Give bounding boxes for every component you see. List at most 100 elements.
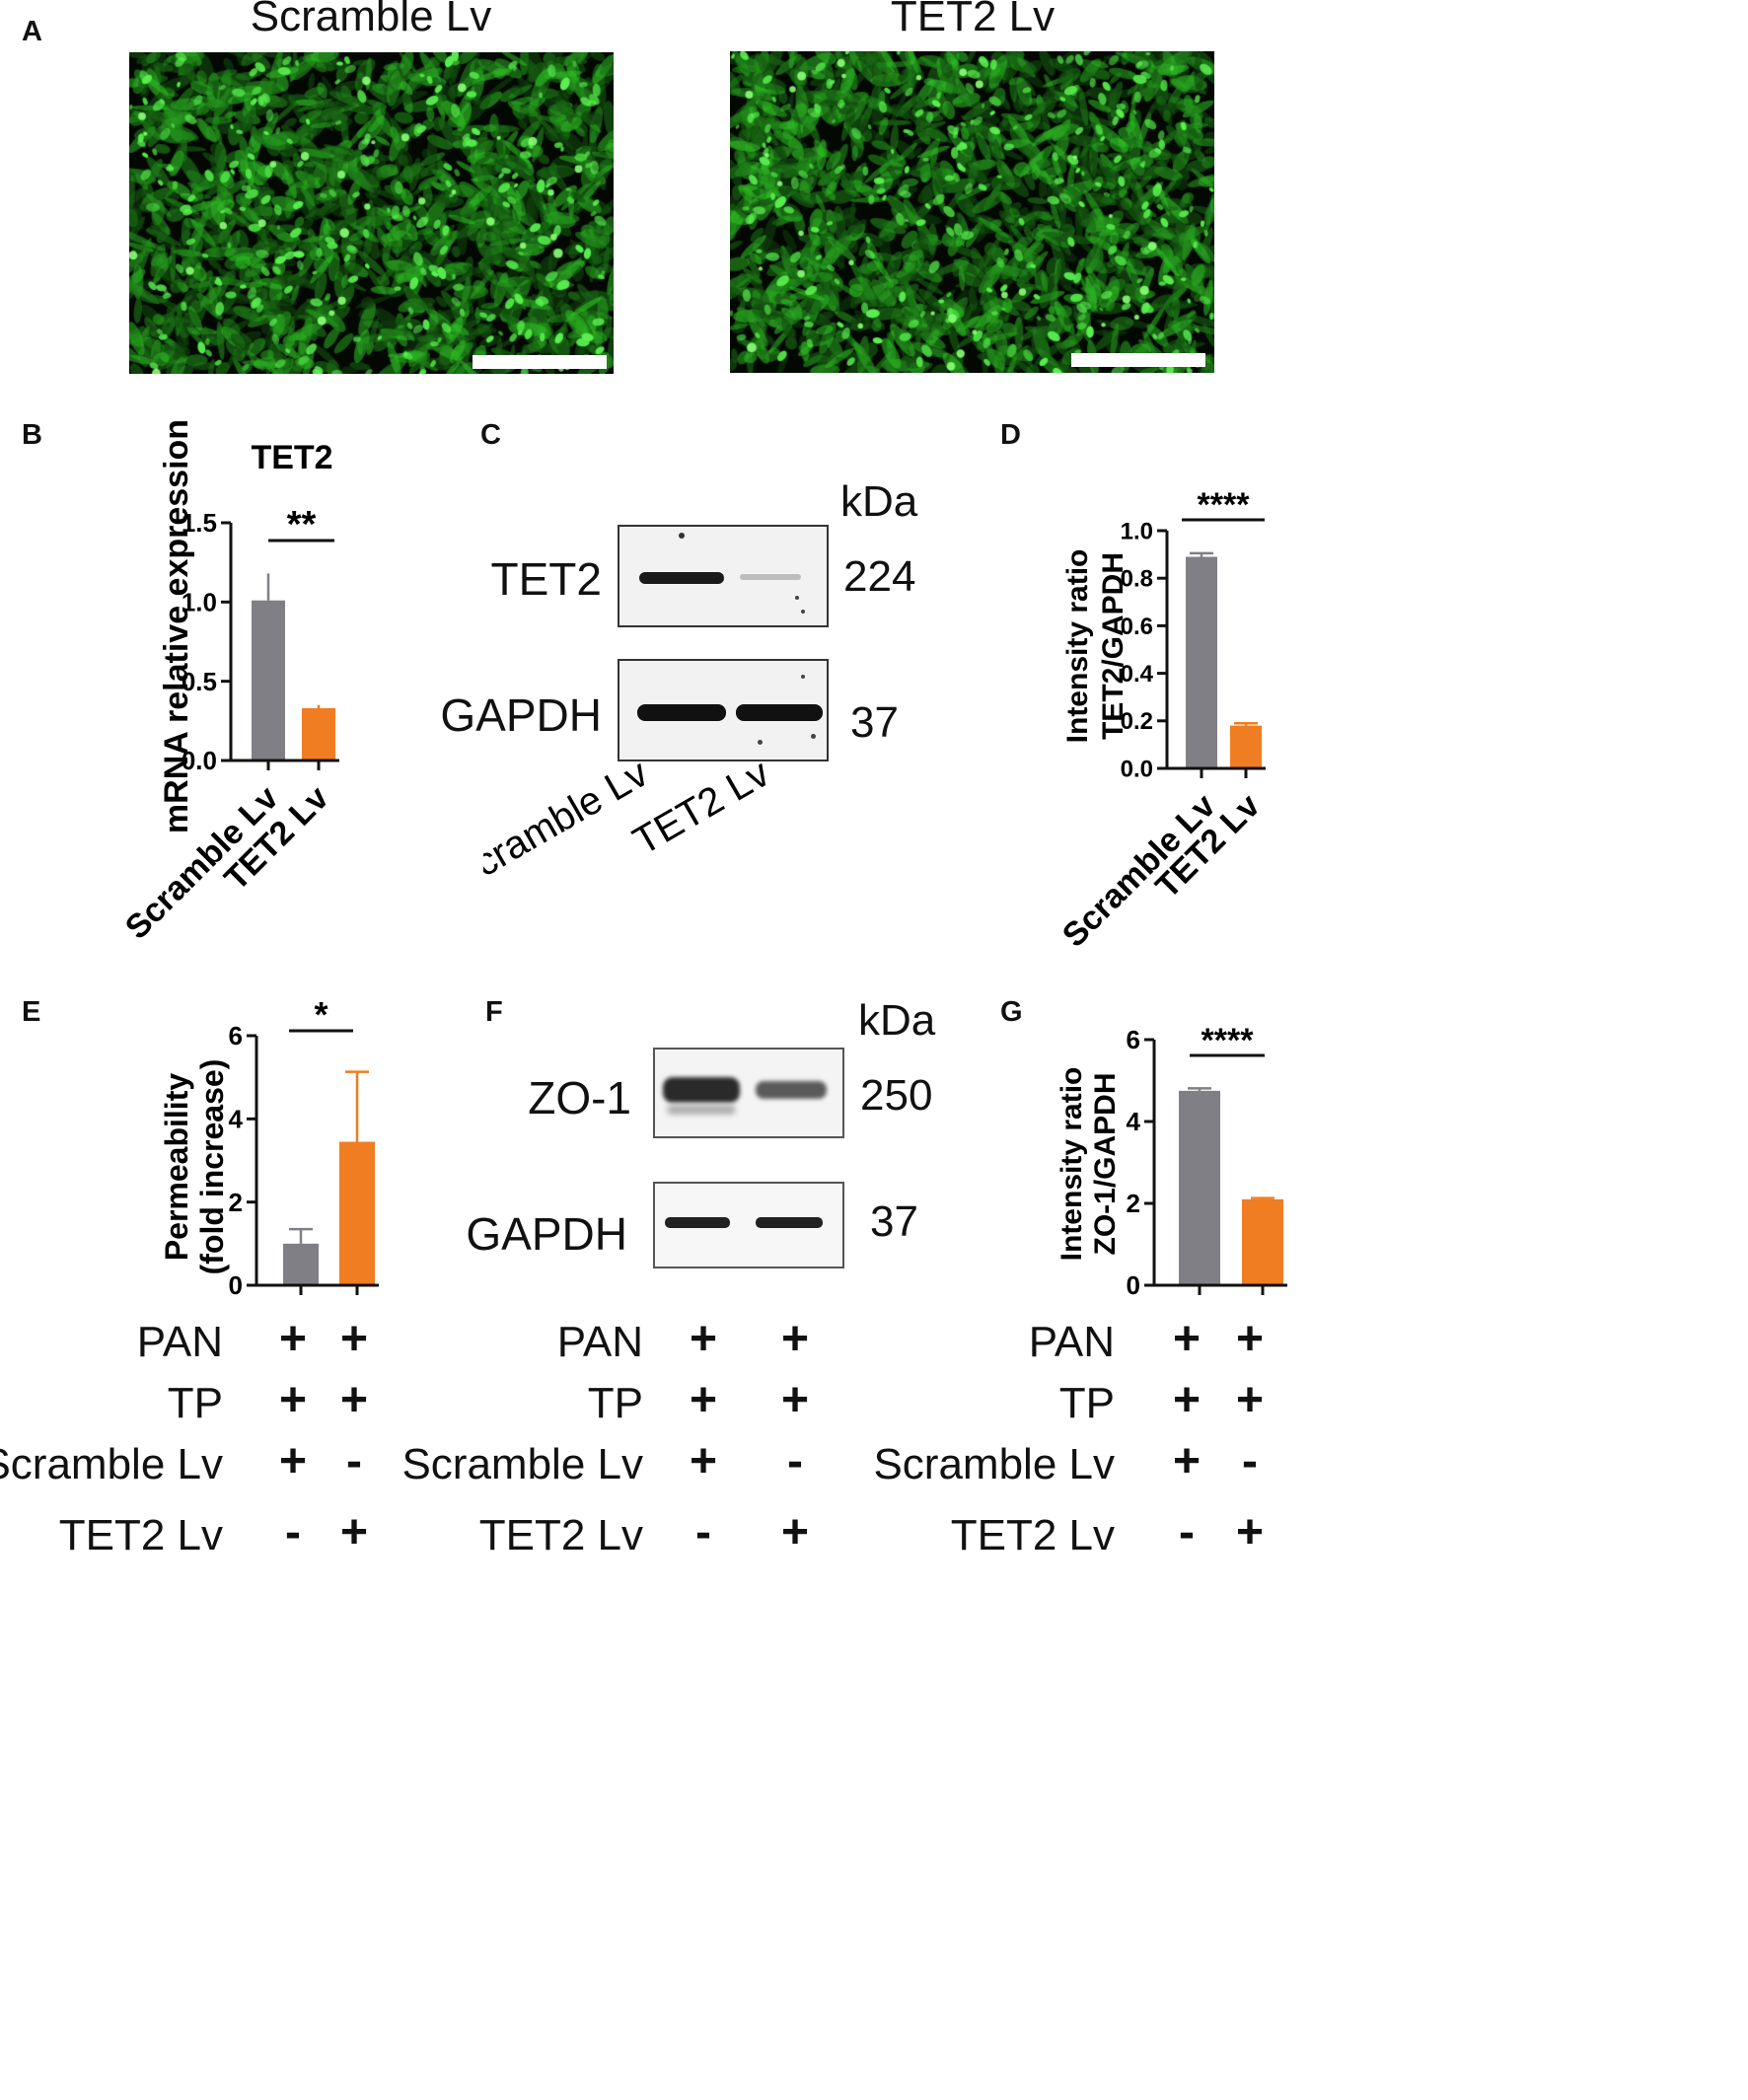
- condition-label: TP: [1058, 1379, 1115, 1427]
- micrograph-title-scramble: Scramble Lv: [250, 0, 492, 40]
- condition-plus: +: [1172, 1313, 1202, 1365]
- band: [665, 1217, 730, 1228]
- y-tick-label: 0.0: [1121, 756, 1153, 782]
- blot-c-size-tet2: 224: [843, 552, 916, 601]
- panel-letter-d: D: [1000, 419, 1021, 451]
- blot-f-size-gapdh: 37: [870, 1197, 918, 1246]
- band: [740, 574, 801, 580]
- panel-letter-a: A: [22, 16, 42, 47]
- y-tick-label: 0: [229, 1270, 243, 1300]
- condition-minus: -: [695, 1506, 711, 1558]
- condition-plus: +: [689, 1374, 718, 1426]
- condition-minus: -: [787, 1435, 803, 1487]
- y-tick-label: 2: [229, 1188, 243, 1217]
- band: [639, 572, 724, 584]
- condition-label: TET2 Lv: [478, 1511, 643, 1559]
- condition-label: TP: [587, 1379, 643, 1427]
- significance-label: ****: [1198, 486, 1251, 524]
- chart-b: TET2 0.0 0.5 1.0 1.5 ** mRNA relative expressi…: [118, 419, 339, 947]
- condition-plus: +: [278, 1435, 308, 1487]
- y-tick-label: 4: [229, 1104, 244, 1133]
- y-axis-label: TET2/GAPDH: [1097, 552, 1129, 740]
- condition-plus: +: [780, 1313, 810, 1365]
- blot-c-size-gapdh: 37: [850, 698, 899, 747]
- micrograph-scramble: [129, 52, 614, 374]
- condition-label: TET2 Lv: [58, 1511, 223, 1559]
- blot-c-lane-labels: Scramble Lv TET2 Lv: [483, 760, 777, 899]
- condition-label: TET2 Lv: [950, 1511, 1115, 1559]
- y-tick-label: 6: [229, 1021, 243, 1050]
- chart-e: 0 2 4 6 * Permeability (fold increase): [159, 994, 379, 1300]
- y-tick-label: 0.5: [182, 667, 217, 696]
- y-tick-label: 0.2: [1121, 708, 1153, 735]
- y-tick-label: 4: [1127, 1107, 1141, 1136]
- y-tick-label: 0.4: [1121, 661, 1154, 688]
- panel-letter-f: F: [485, 996, 503, 1028]
- y-tick-label: 1.0: [1121, 518, 1153, 544]
- band: [736, 704, 823, 721]
- bar-scramble: [283, 1243, 319, 1285]
- y-axis-label: ZO-1/GAPDH: [1089, 1072, 1122, 1255]
- condition-plus: +: [1235, 1506, 1265, 1558]
- chart-d: 0.0 0.2 0.4 0.6 0.8 1.0 **** Intensity ratio TET…: [1056, 486, 1268, 947]
- y-axis-label: Intensity ratio: [1056, 1067, 1088, 1262]
- significance-label: ****: [1202, 1022, 1255, 1059]
- condition-label: Scramble Lv: [873, 1440, 1115, 1488]
- bar-scramble: [1179, 1090, 1220, 1285]
- y-axis-label: (fold increase): [194, 1059, 230, 1275]
- bar-tet2: [339, 1141, 375, 1285]
- condition-plus: +: [278, 1374, 308, 1426]
- condition-minus: -: [1242, 1435, 1258, 1487]
- y-tick-label: 6: [1127, 1025, 1140, 1054]
- condition-plus: +: [339, 1506, 369, 1558]
- condition-plus: +: [689, 1313, 718, 1365]
- band: [756, 1081, 827, 1099]
- condition-plus: +: [780, 1374, 810, 1426]
- blot-f-kda-label: kDa: [858, 996, 936, 1045]
- condition-plus: +: [780, 1506, 810, 1558]
- significance-label: *: [314, 994, 328, 1035]
- condition-plus: +: [1235, 1313, 1265, 1365]
- blot-c-gapdh: [618, 659, 829, 761]
- condition-plus: +: [1172, 1374, 1202, 1426]
- y-tick-label: 0: [1127, 1270, 1140, 1300]
- chart-title: TET2: [251, 439, 332, 476]
- y-tick-label: 0.0: [182, 746, 217, 775]
- band: [756, 1217, 823, 1228]
- blot-c-row-label-gapdh: GAPDH: [440, 689, 602, 741]
- scale-bar: [473, 355, 607, 369]
- condition-label: Scramble Lv: [401, 1440, 643, 1488]
- panel-letter-e: E: [22, 996, 41, 1028]
- condition-plus: +: [1172, 1435, 1202, 1487]
- condition-minus: -: [285, 1506, 301, 1558]
- condition-label: Scramble Lv: [0, 1440, 223, 1488]
- condition-plus: +: [278, 1313, 308, 1365]
- condition-label: PAN: [136, 1318, 223, 1366]
- chart-g: 0 2 4 6 **** Intensity ratio ZO-1/GAPDH: [1056, 1022, 1287, 1300]
- y-tick-label: 1.0: [182, 587, 217, 616]
- condition-label: PAN: [556, 1318, 643, 1366]
- condition-plus: +: [1235, 1374, 1265, 1426]
- bar-scramble: [1186, 556, 1217, 768]
- bar-scramble: [252, 600, 285, 760]
- bar-tet2: [1242, 1198, 1283, 1285]
- blot-f-row-label-gapdh: GAPDH: [466, 1208, 627, 1260]
- band: [637, 704, 726, 721]
- condition-minus: -: [1179, 1506, 1195, 1558]
- condition-plus: +: [689, 1435, 718, 1487]
- condition-label: PAN: [1028, 1318, 1115, 1366]
- panel-letter-c: C: [480, 419, 501, 451]
- bar-tet2: [1230, 725, 1262, 768]
- blot-c-lane-label-tet2: TET2 Lv: [626, 760, 777, 863]
- y-axis-label: Permeability: [159, 1073, 194, 1262]
- significance-label: **: [287, 504, 317, 545]
- blot-f-zo1: [653, 1048, 844, 1138]
- blot-f-gapdh: [653, 1182, 844, 1268]
- panel-letter-b: B: [22, 419, 42, 451]
- condition-label: TP: [167, 1379, 223, 1427]
- y-tick-label: 0.8: [1121, 566, 1153, 593]
- blot-c-kda-label: kDa: [840, 477, 918, 526]
- blot-f-row-label-zo1: ZO-1: [528, 1072, 631, 1123]
- condition-minus: -: [346, 1435, 362, 1487]
- bar-tet2: [302, 707, 335, 760]
